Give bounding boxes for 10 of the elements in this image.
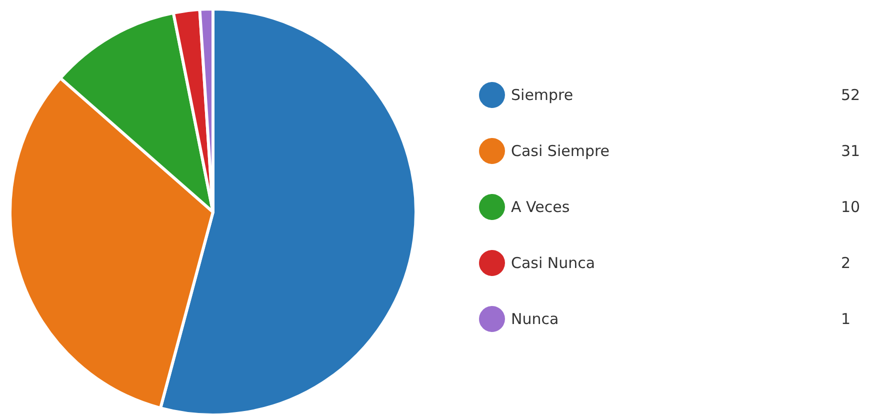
- legend-label: Casi Nunca: [511, 254, 596, 272]
- legend-label: Nunca: [511, 310, 559, 328]
- data-label: 52: [841, 86, 860, 104]
- legend-label: A Veces: [511, 198, 570, 216]
- legend-label: Siempre: [511, 86, 574, 104]
- data-label: 1: [841, 310, 851, 328]
- data-label: 31: [841, 142, 860, 160]
- data-label: 10: [841, 198, 860, 216]
- data-label: 2: [841, 254, 851, 272]
- legend-label: Casi Siempre: [511, 142, 610, 160]
